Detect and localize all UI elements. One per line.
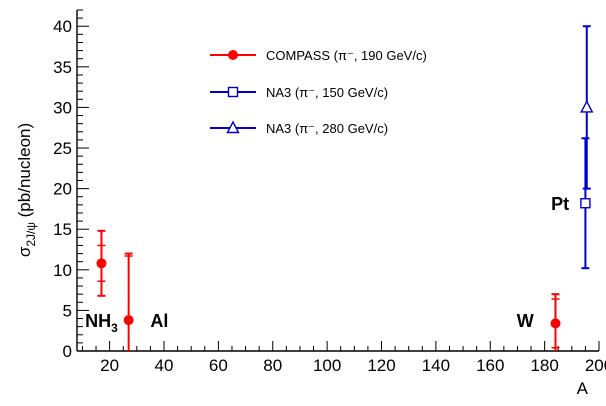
y-axis-title-symbol: σ <box>15 246 34 257</box>
x-tick-label: 120 <box>367 356 395 375</box>
legend-marker <box>228 50 238 60</box>
y-tick-label: 15 <box>53 220 72 239</box>
x-tick-label: 20 <box>100 356 119 375</box>
y-tick-label: 30 <box>53 98 72 117</box>
legend-label: NA3 (π⁻, 280 GeV/c) <box>266 121 388 136</box>
legend-marker <box>227 86 239 98</box>
legend-label: NA3 (π⁻, 150 GeV/c) <box>266 85 388 100</box>
data-point <box>580 99 594 113</box>
y-tick-label: 0 <box>63 342 72 361</box>
x-tick-label: 40 <box>155 356 174 375</box>
x-tick-label: 100 <box>313 356 341 375</box>
y-axis-title: σ2J/ψ (pb/nucleon) <box>15 123 38 257</box>
data-point <box>550 318 561 329</box>
x-tick-label: 140 <box>422 356 450 375</box>
data-point <box>123 315 134 326</box>
annotation-label: Al <box>150 311 168 331</box>
y-axis-title-subscript: 2J/ψ <box>24 222 38 247</box>
legend-marker <box>226 120 240 134</box>
legend-label: COMPASS (π⁻, 190 GeV/c) <box>266 48 427 63</box>
annotation-label: Pt <box>551 194 569 214</box>
x-tick-label: 80 <box>263 356 282 375</box>
annotation-label-subscript: 3 <box>111 321 118 335</box>
y-tick-label: 20 <box>53 180 72 199</box>
y-axis-title-units: (pb/nucleon) <box>15 123 34 222</box>
legend: COMPASS (π⁻, 190 GeV/c) NA3 (π⁻, 150 GeV/… <box>210 48 427 136</box>
x-tick-label: 200 <box>585 356 606 375</box>
data-point <box>96 258 107 269</box>
y-tick-label: 35 <box>53 58 72 77</box>
x-tick-label: 180 <box>530 356 558 375</box>
x-axis-title: A <box>577 379 589 398</box>
x-tick-label: 60 <box>209 356 228 375</box>
y-tick-label: 40 <box>53 17 72 36</box>
annotation-label-base: NH <box>85 311 111 331</box>
annotation-label: W <box>517 311 534 331</box>
data-point <box>580 198 591 209</box>
y-tick-label: 25 <box>53 139 72 158</box>
y-tick-label: 10 <box>53 261 72 280</box>
x-tick-label: 160 <box>476 356 504 375</box>
data-layer <box>96 25 594 351</box>
y-tick-label: 5 <box>63 301 72 320</box>
annotation-label: NH3 <box>85 311 118 335</box>
axes: 20 40 60 80 100 120 140 160 180 200 0 5 10 15 20 25 30 35… <box>53 9 606 375</box>
annotations: NH3 Al W Pt <box>85 194 569 335</box>
